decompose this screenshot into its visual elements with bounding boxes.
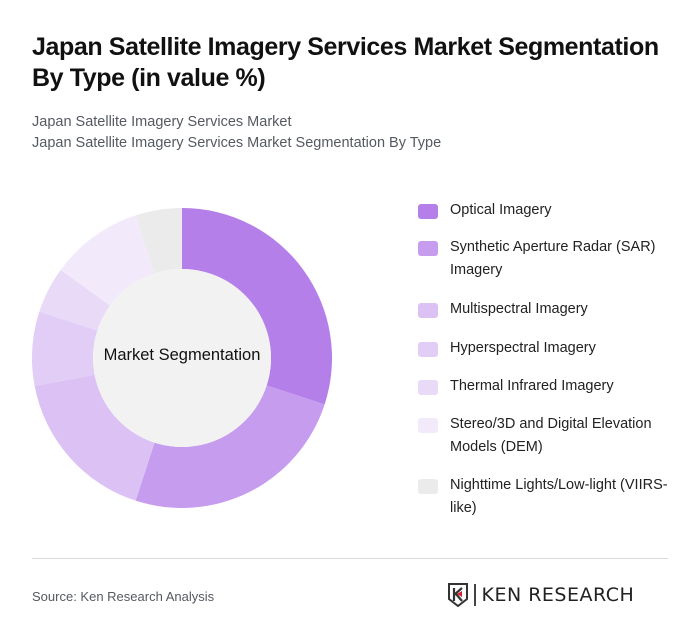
legend-label: Hyperspectral Imagery: [450, 340, 596, 356]
legend-item: Thermal Infrared Imagery: [418, 375, 688, 398]
legend-item: Nighttime Lights/Low-light (VIIRS-like): [418, 474, 688, 520]
logo-divider: [474, 584, 476, 606]
chart-legend: Optical Imagery Synthetic Aperture Radar…: [418, 199, 688, 520]
subtitle-segmentation: Japan Satellite Imagery Services Market …: [32, 135, 442, 151]
subtitle-market: Japan Satellite Imagery Services Market: [32, 114, 292, 130]
legend-swatch: [418, 303, 438, 318]
footer-divider: [32, 558, 668, 559]
legend-label: Stereo/3D and Digital Elevation Models (…: [450, 416, 652, 455]
legend-swatch: [418, 380, 438, 395]
donut-slice: [34, 374, 155, 501]
legend-label: Multispectral Imagery: [450, 301, 588, 317]
legend-item: Multispectral Imagery: [418, 298, 688, 321]
legend-label: Nighttime Lights/Low-light (VIIRS-like): [450, 477, 668, 516]
legend-item: Hyperspectral Imagery: [418, 337, 688, 360]
legend-swatch: [418, 418, 438, 433]
ken-research-logo: KEN RESEARCH: [447, 582, 634, 608]
donut-slice: [31, 311, 98, 387]
source-note: Source: Ken Research Analysis: [32, 589, 215, 604]
legend-swatch: [418, 342, 438, 357]
legend-label: Thermal Infrared Imagery: [450, 378, 614, 394]
donut-chart: [31, 208, 333, 508]
donut-center-label: Market Segmentation: [103, 346, 261, 364]
legend-item: Synthetic Aperture Radar (SAR) Imagery: [418, 236, 688, 282]
ken-logo-icon: [448, 583, 468, 607]
donut-slice: [135, 208, 182, 274]
donut-slice: [60, 215, 155, 306]
legend-swatch: [418, 204, 438, 219]
legend-item: Optical Imagery: [418, 199, 688, 222]
logo-text: KEN RESEARCH: [481, 584, 635, 606]
legend-swatch: [418, 479, 438, 494]
donut-slice: [182, 208, 333, 405]
legend-swatch: [418, 241, 438, 256]
legend-label: Synthetic Aperture Radar (SAR) Imagery: [450, 239, 656, 278]
donut-hole: [93, 269, 271, 447]
donut-slice: [39, 269, 110, 331]
legend-label: Optical Imagery: [450, 202, 552, 218]
legend-item: Stereo/3D and Digital Elevation Models (…: [418, 413, 688, 459]
donut-slice: [135, 385, 325, 508]
chart-title: Japan Satellite Imagery Services Market …: [32, 33, 659, 92]
